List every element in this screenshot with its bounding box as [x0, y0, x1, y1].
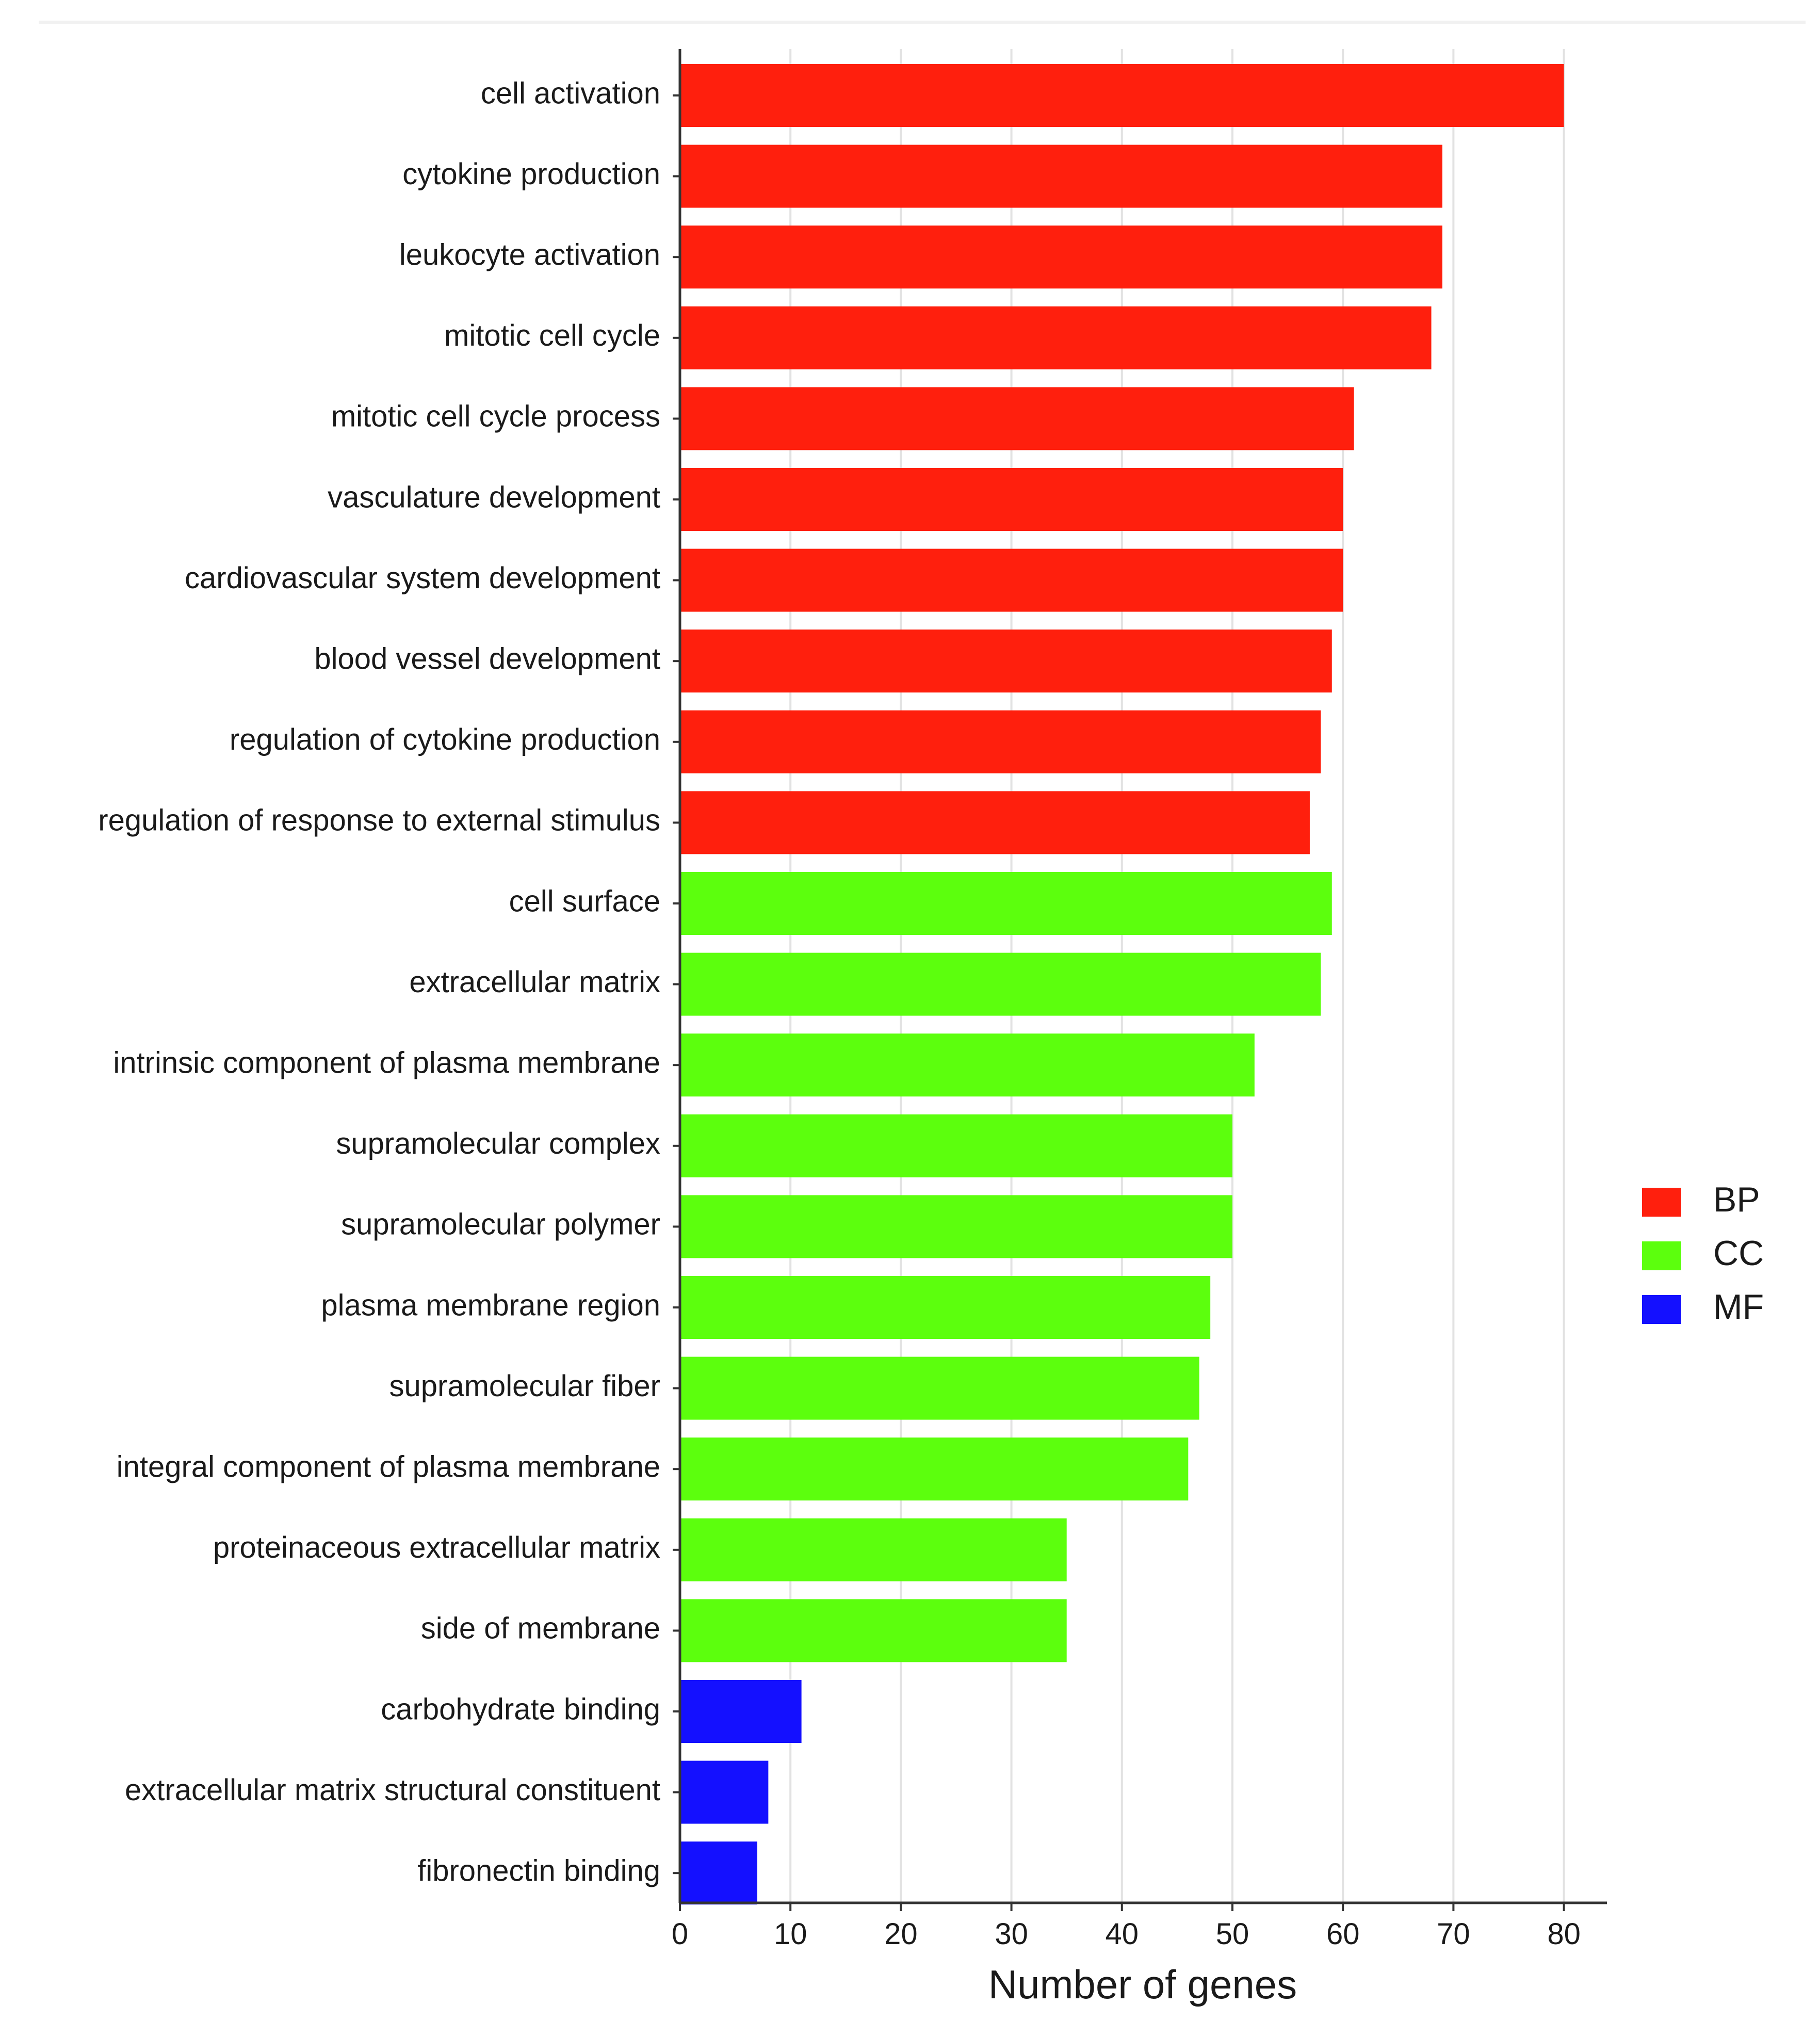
- bar-extracellular-matrix: [680, 952, 1321, 1016]
- x-tick-label-0: 0: [672, 1917, 688, 1951]
- category-label-cell-surface: cell surface: [509, 884, 660, 918]
- x-tick-label-20: 20: [884, 1917, 918, 1951]
- category-label-blood-vessel-development: blood vessel development: [314, 642, 660, 676]
- bar-cytokine-production: [680, 144, 1442, 208]
- legend-label-mf: MF: [1713, 1287, 1764, 1327]
- bar-cell-activation: [680, 64, 1564, 127]
- category-label-proteinaceous-extracellular-matrix: proteinaceous extracellular matrix: [213, 1531, 660, 1564]
- axes: 0 10 20 30 40 50 60 70 80 Number of genes: [672, 49, 1607, 2007]
- x-tick-label-60: 60: [1326, 1917, 1360, 1951]
- category-label-mitotic-cell-cycle: mitotic cell cycle: [444, 319, 660, 352]
- legend-label-cc: CC: [1713, 1234, 1764, 1273]
- bar-integral-component-of-plasma-membrane: [680, 1437, 1189, 1501]
- top-divider: [39, 21, 1806, 24]
- bar-cell-surface: [680, 872, 1332, 935]
- bar-proteinaceous-extracellular-matrix: [680, 1518, 1067, 1581]
- bar-regulation-of-cytokine-production: [680, 710, 1321, 773]
- bar-intrinsic-component-of-plasma-membrane: [680, 1033, 1255, 1097]
- bars: [680, 64, 1564, 1905]
- category-label-mitotic-cell-cycle-process: mitotic cell cycle process: [331, 400, 660, 433]
- category-label-plasma-membrane-region: plasma membrane region: [321, 1288, 660, 1322]
- x-tick-label-40: 40: [1106, 1917, 1139, 1951]
- legend-swatch-cc: [1642, 1241, 1681, 1270]
- x-axis-title: Number of genes: [988, 1962, 1297, 2007]
- bar-leukocyte-activation: [680, 225, 1442, 289]
- bar-supramolecular-fiber: [680, 1356, 1199, 1420]
- bar-vasculature-development: [680, 468, 1343, 531]
- bar-regulation-of-response-to-external-stimulus: [680, 791, 1310, 854]
- x-tick-label-30: 30: [995, 1917, 1028, 1951]
- bar-cardiovascular-system-development: [680, 548, 1343, 612]
- legend-swatch-mf: [1642, 1295, 1681, 1324]
- bar-carbohydrate-binding: [680, 1680, 802, 1743]
- category-label-regulation-of-response-to-external-stimulus: regulation of response to external stimu…: [98, 804, 660, 837]
- category-label-extracellular-matrix-structural-constituent: extracellular matrix structural constitu…: [125, 1773, 660, 1807]
- x-tick-label-10: 10: [774, 1917, 807, 1951]
- category-label-cytokine-production: cytokine production: [402, 157, 660, 191]
- category-label-intrinsic-component-of-plasma-membrane: intrinsic component of plasma membrane: [113, 1046, 660, 1080]
- category-label-supramolecular-fiber: supramolecular fiber: [389, 1369, 660, 1403]
- category-label-cell-activation: cell activation: [481, 76, 660, 110]
- category-label-leukocyte-activation: leukocyte activation: [399, 238, 660, 272]
- bar-side-of-membrane: [680, 1599, 1067, 1662]
- category-label-integral-component-of-plasma-membrane: integral component of plasma membrane: [117, 1450, 660, 1484]
- category-label-extracellular-matrix: extracellular matrix: [409, 965, 660, 999]
- bar-mitotic-cell-cycle: [680, 306, 1432, 369]
- bar-plasma-membrane-region: [680, 1276, 1211, 1339]
- bar-extracellular-matrix-structural-constituent: [680, 1760, 769, 1824]
- category-label-cardiovascular-system-development: cardiovascular system development: [185, 561, 660, 595]
- category-label-regulation-of-cytokine-production: regulation of cytokine production: [230, 723, 660, 756]
- legend: BP CC MF: [1642, 1180, 1764, 1327]
- category-label-carbohydrate-binding: carbohydrate binding: [381, 1692, 660, 1726]
- category-label-vasculature-development: vasculature development: [328, 480, 660, 514]
- bar-supramolecular-polymer: [680, 1195, 1232, 1258]
- category-label-fibronectin-binding: fibronectin binding: [417, 1854, 660, 1888]
- legend-swatch-bp: [1642, 1188, 1681, 1217]
- bar-mitotic-cell-cycle-process: [680, 387, 1354, 450]
- bar-blood-vessel-development: [680, 629, 1332, 693]
- legend-label-bp: BP: [1713, 1180, 1760, 1219]
- x-tick-label-70: 70: [1437, 1917, 1470, 1951]
- category-label-supramolecular-complex: supramolecular complex: [336, 1127, 660, 1160]
- category-labels: cell activation cytokine production leukoc…: [98, 76, 680, 1888]
- bar-fibronectin-binding: [680, 1841, 757, 1905]
- x-tick-label-80: 80: [1547, 1917, 1581, 1951]
- bar-supramolecular-complex: [680, 1114, 1232, 1177]
- category-label-supramolecular-polymer: supramolecular polymer: [341, 1208, 660, 1241]
- category-label-side-of-membrane: side of membrane: [421, 1612, 660, 1645]
- x-tick-label-50: 50: [1216, 1917, 1249, 1951]
